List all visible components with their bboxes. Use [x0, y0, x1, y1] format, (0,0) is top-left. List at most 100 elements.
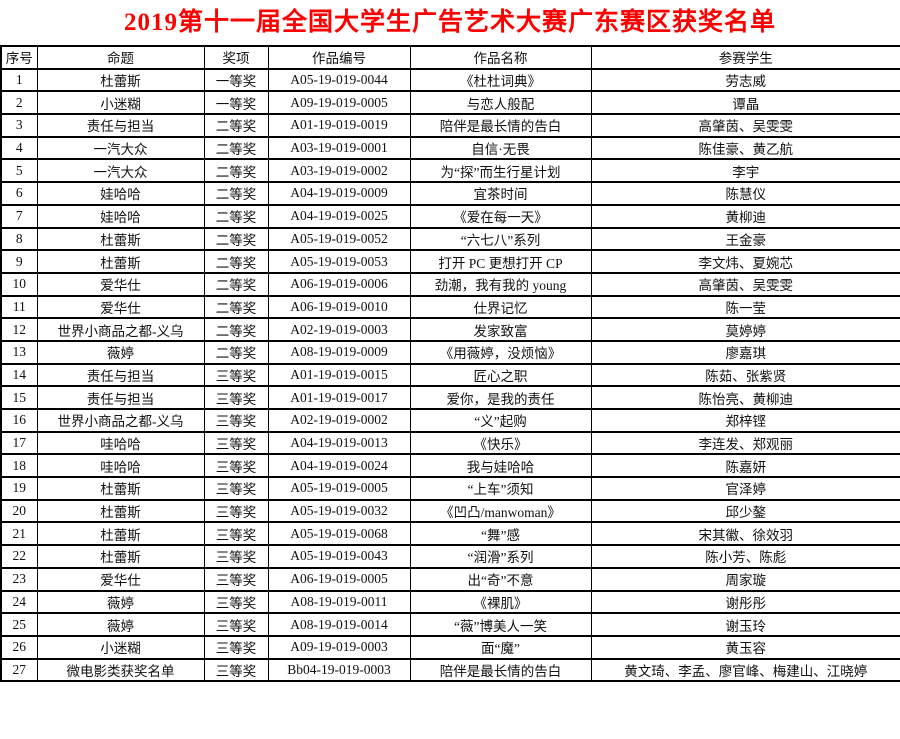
table-header-row: 序号 命题 奖项 作品编号 作品名称 参赛学生: [0, 45, 900, 70]
cell-code: A08-19-019-0011: [267, 589, 411, 615]
cell-code: A01-19-019-0015: [267, 362, 411, 388]
cell-student: 黄文琦、李孟、廖官峰、梅建山、江晓婷: [590, 657, 900, 683]
cell-award: 二等奖: [203, 158, 269, 184]
cell-work: 打开 PC 更想打开 CP: [409, 249, 592, 274]
table-row: 7 娃哈哈 二等奖 A04-19-019-0025 《爱在每一天》 黄柳迪: [0, 203, 900, 229]
table-row: 17 哇哈哈 三等奖 A04-19-019-0013 《快乐》 李连发、郑观丽: [0, 430, 900, 456]
cell-award: 三等奖: [203, 521, 269, 547]
table-row: 4 一汽大众 二等奖 A03-19-019-0001 自信·无畏 陈佳豪、黄乙航: [0, 135, 900, 161]
cell-index: 16: [0, 408, 38, 433]
cell-student: 邱少鏊: [590, 498, 900, 524]
cell-student: 谢玉玲: [590, 612, 900, 637]
cell-award: 三等奖: [203, 657, 269, 683]
cell-award: 三等奖: [203, 498, 269, 524]
cell-student: 官泽婷: [590, 476, 900, 501]
cell-code: A01-19-019-0019: [267, 113, 411, 138]
table-row: 2 小迷糊 一等奖 A09-19-019-0005 与恋人般配 谭晶: [0, 90, 900, 116]
cell-award: 三等奖: [203, 453, 269, 479]
cell-topic: 一汽大众: [36, 135, 205, 161]
cell-work: 与恋人般配: [409, 90, 592, 116]
cell-award: 三等奖: [203, 612, 269, 637]
cell-topic: 微电影类获奖名单: [36, 657, 205, 683]
cell-work: 仕界记忆: [409, 294, 592, 320]
cell-work: 发家致富: [409, 317, 592, 342]
cell-student: 谢彤彤: [590, 589, 900, 615]
cell-code: A05-19-019-0005: [267, 476, 411, 501]
cell-award: 二等奖: [203, 203, 269, 229]
cell-topic: 杜蕾斯: [36, 226, 205, 252]
table-row: 13 薇婷 二等奖 A08-19-019-0009 《用薇婷，没烦恼》 廖嘉琪: [0, 339, 900, 365]
table-row: 10 爱华仕 二等奖 A06-19-019-0006 劲潮，我有我的 young 高肇茵、…: [0, 271, 900, 297]
table-row: 8 杜蕾斯 二等奖 A05-19-019-0052 “六七八”系列 王金豪: [0, 226, 900, 252]
table-row: 19 杜蕾斯 三等奖 A05-19-019-0005 “上车”须知 官泽婷: [0, 476, 900, 501]
cell-student: 宋其徽、徐效羽: [590, 521, 900, 547]
cell-work: “六七八”系列: [409, 226, 592, 252]
cell-code: A02-19-019-0003: [267, 317, 411, 342]
cell-award: 二等奖: [203, 339, 269, 365]
cell-student: 陈慧仪: [590, 181, 900, 206]
cell-work: 爱你，是我的责任: [409, 385, 592, 410]
cell-topic: 小迷糊: [36, 634, 205, 660]
cell-code: A05-19-019-0044: [267, 67, 411, 93]
page-title: 2019第十一届全国大学生广告艺术大赛广东赛区获奖名单: [123, 9, 776, 36]
cell-award: 一等奖: [203, 67, 269, 93]
cell-index: 7: [0, 203, 38, 229]
cell-topic: 小迷糊: [36, 90, 205, 116]
cell-code: A08-19-019-0009: [267, 339, 411, 365]
cell-topic: 世界小商品之都-义乌: [36, 408, 205, 433]
cell-code: A05-19-019-0032: [267, 498, 411, 524]
table-row: 22 杜蕾斯 三等奖 A05-19-019-0043 “润滑”系列 陈小芳、陈彪: [0, 544, 900, 569]
cell-topic: 薇婷: [36, 589, 205, 615]
cell-topic: 一汽大众: [36, 158, 205, 184]
cell-award: 三等奖: [203, 476, 269, 501]
cell-index: 11: [0, 294, 38, 320]
cell-index: 17: [0, 430, 38, 456]
column-header-topic: 命题: [36, 45, 205, 70]
cell-award: 二等奖: [203, 226, 269, 252]
cell-code: A04-19-019-0013: [267, 430, 411, 456]
cell-index: 5: [0, 158, 38, 184]
table-row: 25 薇婷 三等奖 A08-19-019-0014 “薇”博美人一笑 谢玉玲: [0, 612, 900, 637]
cell-topic: 娃哈哈: [36, 203, 205, 229]
cell-work: “舞”感: [409, 521, 592, 547]
cell-award: 三等奖: [203, 408, 269, 433]
cell-topic: 杜蕾斯: [36, 498, 205, 524]
cell-work: 《快乐》: [409, 430, 592, 456]
cell-index: 2: [0, 90, 38, 116]
cell-award: 三等奖: [203, 362, 269, 388]
cell-student: 王金豪: [590, 226, 900, 252]
table-row: 14 责任与担当 三等奖 A01-19-019-0015 匠心之职 陈茹、张紫贤: [0, 362, 900, 388]
cell-work: 陪伴是最长情的告白: [409, 113, 592, 138]
cell-index: 3: [0, 113, 38, 138]
cell-award: 二等奖: [203, 271, 269, 297]
cell-topic: 杜蕾斯: [36, 476, 205, 501]
cell-work: 《凹凸/manwoman》: [409, 498, 592, 524]
cell-index: 20: [0, 498, 38, 524]
cell-topic: 责任与担当: [36, 385, 205, 410]
cell-code: A04-19-019-0009: [267, 181, 411, 206]
cell-index: 22: [0, 544, 38, 569]
cell-student: 陈怡亮、黄柳迪: [590, 385, 900, 410]
table-row: 6 娃哈哈 二等奖 A04-19-019-0009 宜茶时间 陈慧仪: [0, 181, 900, 206]
cell-award: 二等奖: [203, 113, 269, 138]
cell-student: 李文炜、夏婉芯: [590, 249, 900, 274]
cell-index: 15: [0, 385, 38, 410]
cell-topic: 责任与担当: [36, 113, 205, 138]
cell-work: “薇”博美人一笑: [409, 612, 592, 637]
table-row: 12 世界小商品之都-义乌 二等奖 A02-19-019-0003 发家致富 莫婷婷: [0, 317, 900, 342]
cell-award: 二等奖: [203, 249, 269, 274]
award-table: 序号 命题 奖项 作品编号 作品名称 参赛学生 1 杜蕾斯 一等奖 A05-19-019-004…: [0, 45, 900, 683]
table-row: 3 责任与担当 二等奖 A01-19-019-0019 陪伴是最长情的告白 高肇茵、吴雯雯: [0, 113, 900, 138]
cell-code: A05-19-019-0053: [267, 249, 411, 274]
cell-student: 郑梓铿: [590, 408, 900, 433]
cell-work: 为“探”而生行星计划: [409, 158, 592, 184]
cell-topic: 爱华仕: [36, 294, 205, 320]
cell-award: 三等奖: [203, 430, 269, 456]
cell-award: 三等奖: [203, 385, 269, 410]
cell-work: 匠心之职: [409, 362, 592, 388]
column-header-code: 作品编号: [267, 45, 411, 70]
cell-index: 13: [0, 339, 38, 365]
cell-work: 劲潮，我有我的 young: [409, 271, 592, 297]
cell-work: “润滑”系列: [409, 544, 592, 569]
cell-award: 三等奖: [203, 589, 269, 615]
